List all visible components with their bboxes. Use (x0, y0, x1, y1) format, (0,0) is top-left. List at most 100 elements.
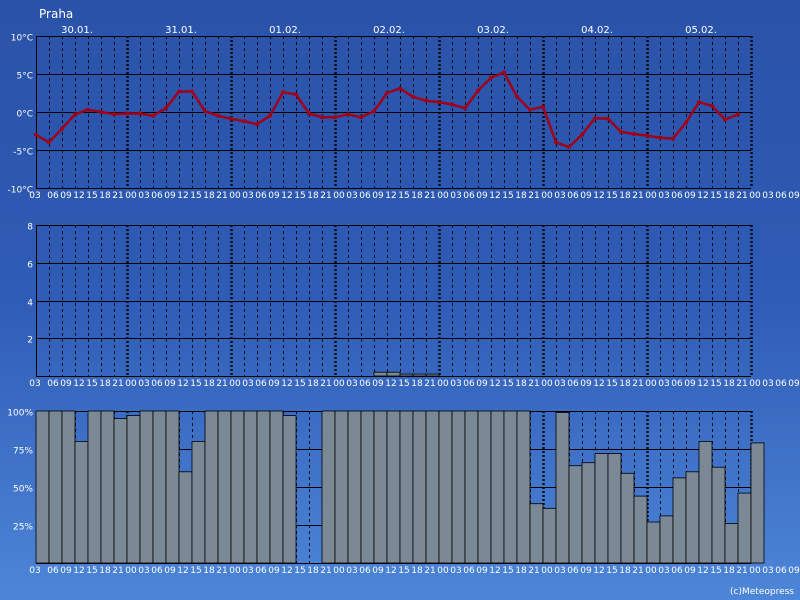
cloud-cover-bar (594, 453, 609, 564)
hour-tick-label: 09 (372, 379, 384, 389)
hour-tick-label: 12 (593, 191, 604, 201)
hour-tick-label: 18 (619, 379, 631, 389)
hour-tick-label: 21 (216, 566, 227, 576)
hour-tick-label: 00 (749, 191, 761, 201)
cloud-cover-bar (100, 410, 115, 564)
temperature-point (411, 94, 415, 99)
hour-tick-label: 00 (437, 191, 449, 201)
cloud-cover-bar (555, 412, 570, 564)
hour-tick-label: 00 (229, 191, 241, 201)
cloud-cover-bar (438, 410, 453, 564)
hour-tick-label: 21 (216, 379, 227, 389)
precipitation-bar (399, 373, 414, 377)
hour-tick-label: 12 (489, 191, 500, 201)
y-tick-label: 5°C (16, 72, 33, 82)
hour-tick-label: 09 (164, 191, 176, 201)
temperature-point (697, 100, 701, 105)
temperature-point (424, 98, 428, 103)
cloud-cover-bar (217, 410, 232, 564)
hour-tick-label: 00 (437, 379, 449, 389)
y-tick-label: -5°C (13, 148, 33, 158)
cloud-cover-bar (581, 462, 596, 564)
cloud-cover-bar (204, 410, 219, 564)
hour-tick-label: 18 (411, 566, 423, 576)
day-label: 05.02. (685, 25, 717, 36)
hour-tick-label: 12 (177, 379, 188, 389)
hour-tick-label: 18 (99, 379, 111, 389)
cloud-cover-bar (178, 471, 193, 564)
temperature-point (671, 136, 675, 141)
hour-tick-label: 06 (255, 379, 267, 389)
cloud-cover-bar (139, 410, 154, 564)
temperature-point (606, 116, 610, 121)
hour-tick-label: 12 (281, 379, 292, 389)
day-label: 30.01. (61, 25, 93, 36)
hour-tick-label: 09 (476, 191, 488, 201)
hour-tick-label: 12 (281, 191, 292, 201)
hour-tick-label: 09 (60, 379, 72, 389)
cloud-cover-bar (347, 410, 362, 564)
hour-tick-label: 15 (606, 191, 617, 201)
cloud-cover-bar (360, 410, 375, 564)
temperature-point (489, 75, 493, 80)
hour-tick-label: 03 (346, 379, 357, 389)
cloud-cover-bar (672, 477, 687, 564)
cloud-cover-bar (113, 418, 128, 564)
hour-tick-label: 00 (125, 379, 137, 389)
hour-tick-label: 18 (411, 379, 423, 389)
hour-tick-label: 15 (502, 566, 513, 576)
hour-tick-label: 21 (216, 191, 227, 201)
hour-tick-label: 09 (580, 379, 592, 389)
hour-tick-label: 15 (398, 379, 409, 389)
hour-tick-label: 12 (73, 566, 84, 576)
hour-tick-label: 15 (502, 379, 513, 389)
hour-tick-label: 21 (736, 379, 747, 389)
hour-tick-label: 09 (372, 191, 384, 201)
hour-tick-label: 21 (320, 191, 331, 201)
hour-tick-label: 15 (398, 566, 409, 576)
hour-tick-label: 15 (606, 379, 617, 389)
hour-tick-label: 18 (307, 191, 319, 201)
hour-tick-label: 12 (385, 566, 396, 576)
hour-tick-label: 18 (307, 566, 319, 576)
temperature-point (398, 86, 402, 91)
hour-tick-label: 06 (151, 379, 163, 389)
y-tick-label: -10°C (8, 186, 33, 196)
hour-tick-label: 03 (554, 191, 565, 201)
hour-tick-label: 09 (684, 191, 696, 201)
hour-tick-label: 18 (411, 191, 423, 201)
hour-tick-label: 15 (86, 566, 97, 576)
hour-tick-label: 18 (99, 566, 111, 576)
y-tick-label: 100% (7, 409, 33, 419)
y-tick-label: 75% (13, 447, 33, 457)
location-title: Praha (39, 7, 74, 21)
hour-tick-label: 03 (450, 566, 461, 576)
cloud-cover-bar (48, 410, 63, 564)
hour-tick-label: 18 (203, 379, 215, 389)
temperature-point (320, 115, 324, 120)
hour-tick-label: 03 (29, 566, 40, 576)
cloud-cover-bar (750, 442, 765, 564)
hour-tick-label: 09 (788, 566, 800, 576)
hour-tick-label: 09 (60, 191, 72, 201)
hour-tick-label: 15 (294, 379, 305, 389)
panel-temperature (36, 36, 753, 189)
hour-tick-label: 03 (450, 379, 461, 389)
hour-tick-label: 06 (255, 566, 267, 576)
hour-tick-label: 21 (632, 566, 643, 576)
hour-tick-label: 12 (177, 191, 188, 201)
y-tick-label: 0°C (16, 110, 33, 120)
hour-tick-label: 00 (645, 191, 657, 201)
hour-tick-label: 21 (424, 191, 435, 201)
hour-tick-label: 06 (151, 566, 163, 576)
hour-tick-label: 00 (437, 566, 449, 576)
cloud-cover-bar (685, 471, 700, 564)
cloud-cover-bar (490, 410, 505, 564)
hour-tick-label: 06 (359, 379, 371, 389)
hour-tick-label: 15 (86, 379, 97, 389)
cloud-cover-bar (256, 410, 271, 564)
hour-tick-label: 18 (723, 191, 735, 201)
cloud-cover-bar (191, 440, 206, 564)
hour-tick-label: 21 (632, 379, 643, 389)
